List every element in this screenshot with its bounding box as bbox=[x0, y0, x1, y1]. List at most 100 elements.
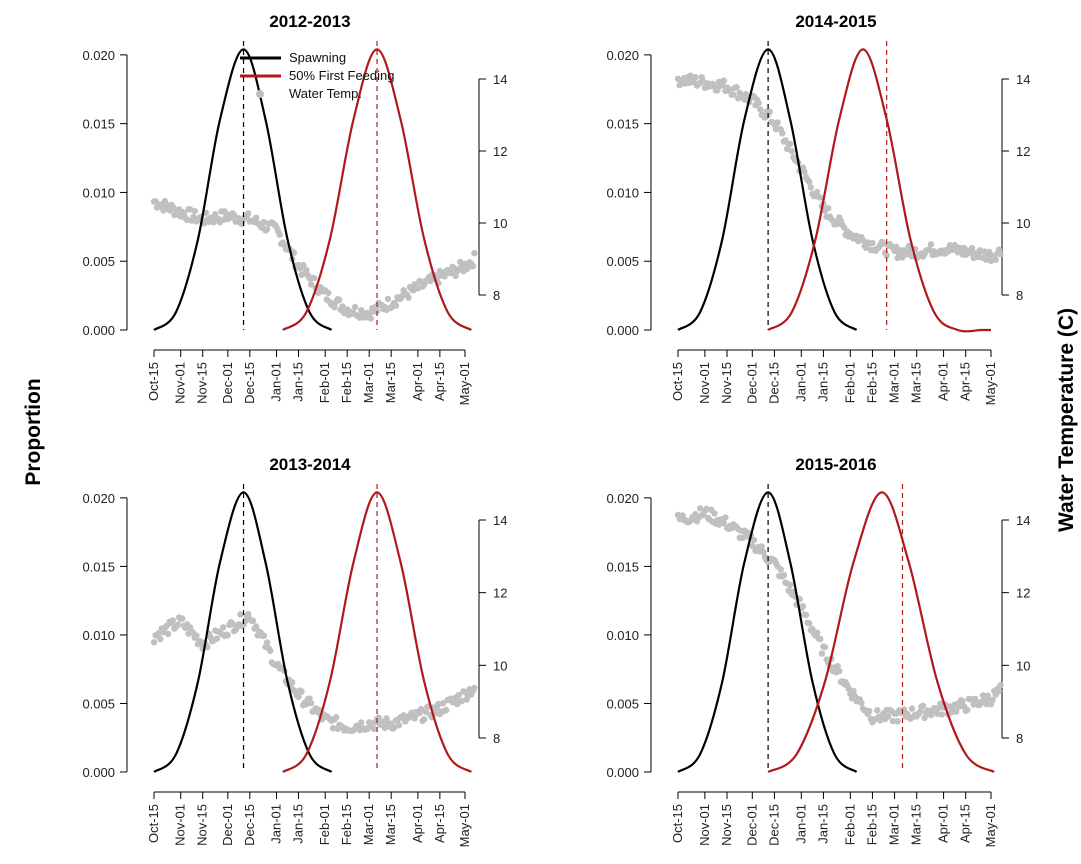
water-temp-point bbox=[441, 273, 448, 280]
water-temp-point bbox=[169, 617, 176, 624]
water-temp-point bbox=[989, 696, 996, 704]
x-tick-label: Nov-15 bbox=[195, 362, 210, 404]
y-tick-label: 0.015 bbox=[606, 117, 639, 132]
water-temp-point bbox=[443, 706, 450, 714]
water-temp-point bbox=[799, 603, 807, 610]
left-axis-title: Proportion bbox=[22, 378, 45, 485]
x-tick-label: Oct-15 bbox=[670, 804, 685, 843]
x-tick-label: Dec-15 bbox=[766, 804, 781, 846]
water-temp-point bbox=[788, 147, 795, 155]
y2-tick-label: 12 bbox=[493, 144, 507, 159]
y2-tick-label: 14 bbox=[1016, 513, 1030, 528]
water-temp-point bbox=[787, 581, 794, 589]
panel-title: 2012-2013 bbox=[269, 12, 350, 31]
water-temp-point bbox=[224, 632, 231, 639]
water-temp-point bbox=[817, 194, 824, 201]
y-tick-label: 0.020 bbox=[606, 48, 639, 63]
water-temp-point bbox=[221, 208, 228, 215]
water-temp-point bbox=[229, 620, 236, 628]
water-temp-point bbox=[889, 717, 897, 725]
water-temp-point bbox=[885, 713, 892, 720]
water-temp-point bbox=[995, 687, 1003, 695]
water-temp-point bbox=[298, 688, 305, 695]
water-temp-point bbox=[395, 722, 403, 729]
water-temp-point bbox=[174, 621, 181, 629]
water-temp-point bbox=[692, 74, 699, 81]
water-temp-point bbox=[967, 249, 974, 257]
water-temp-point bbox=[968, 244, 976, 252]
y2-tick-label: 14 bbox=[1016, 72, 1030, 87]
y-tick-label: 0.000 bbox=[82, 765, 115, 780]
water-temp-point bbox=[405, 294, 412, 301]
water-temp-point bbox=[818, 650, 826, 657]
water-temp-point bbox=[921, 714, 928, 721]
panel-title: 2014-2015 bbox=[795, 12, 876, 31]
x-tick-label: Oct-15 bbox=[146, 362, 161, 401]
y-tick-label: 0.010 bbox=[82, 628, 115, 643]
x-tick-label: Feb-01 bbox=[842, 804, 857, 845]
water-temp-point bbox=[807, 184, 814, 191]
water-temp-point bbox=[964, 706, 971, 714]
x-tick-label: Jan-15 bbox=[815, 804, 830, 844]
water-temp-point bbox=[934, 710, 941, 717]
water-temp-point bbox=[749, 542, 756, 549]
x-tick-label: Oct-15 bbox=[146, 804, 161, 843]
water-temp-point bbox=[384, 295, 392, 303]
water-temp-point bbox=[245, 610, 252, 618]
water-temp-point bbox=[869, 239, 876, 247]
x-tick-label: Dec-01 bbox=[744, 804, 759, 846]
water-temp-point bbox=[821, 643, 829, 651]
x-tick-label: Jan-15 bbox=[291, 362, 306, 402]
x-tick-label: May-01 bbox=[983, 804, 998, 847]
water-temp-point bbox=[696, 505, 704, 512]
x-tick-label: Dec-15 bbox=[242, 804, 257, 846]
x-tick-label: Mar-01 bbox=[361, 362, 376, 403]
water-temp-point bbox=[289, 679, 296, 686]
water-temp-point bbox=[850, 687, 857, 695]
y-tick-label: 0.010 bbox=[606, 628, 639, 643]
y-tick-label: 0.005 bbox=[82, 696, 115, 711]
y2-tick-label: 8 bbox=[493, 288, 500, 303]
water-temp-point bbox=[825, 205, 832, 212]
water-temp-point bbox=[959, 697, 966, 705]
x-tick-label: Mar-15 bbox=[383, 804, 398, 845]
water-temp-point bbox=[157, 635, 164, 643]
x-tick-label: Apr-01 bbox=[936, 804, 951, 843]
water-temp-point bbox=[417, 705, 425, 713]
water-temp-point bbox=[252, 214, 260, 221]
water-temp-point bbox=[447, 269, 455, 277]
water-temp-point bbox=[230, 211, 238, 219]
x-tick-label: Apr-15 bbox=[432, 804, 447, 843]
water-temp-point bbox=[367, 315, 374, 322]
panel-title: 2013-2014 bbox=[269, 455, 351, 474]
legend-swatch-water-temp bbox=[256, 90, 264, 98]
water-temp-point bbox=[806, 178, 813, 185]
x-tick-label: Apr-01 bbox=[936, 362, 951, 401]
water-temp-point bbox=[212, 211, 219, 218]
x-tick-label: Jan-15 bbox=[815, 362, 830, 402]
y-tick-label: 0.000 bbox=[82, 323, 115, 338]
x-tick-label: Feb-15 bbox=[864, 362, 879, 403]
x-tick-label: Nov-01 bbox=[173, 804, 188, 846]
x-tick-label: Feb-01 bbox=[317, 804, 332, 845]
spawning-curve bbox=[153, 491, 333, 773]
water-temp-point bbox=[883, 252, 890, 259]
water-temp-point bbox=[679, 512, 686, 519]
x-tick-label: Mar-15 bbox=[383, 362, 398, 403]
water-temp-point bbox=[439, 700, 447, 707]
water-temp-point bbox=[926, 246, 933, 253]
x-tick-label: Mar-01 bbox=[887, 804, 902, 845]
legend-label-first-feeding: 50% First Feeding bbox=[289, 68, 395, 83]
x-tick-label: Apr-15 bbox=[432, 362, 447, 401]
water-temp-point bbox=[276, 231, 283, 238]
right-axis-title: Water Temperature (C) bbox=[1055, 308, 1078, 532]
x-tick-label: Feb-15 bbox=[339, 804, 354, 845]
y2-tick-label: 10 bbox=[493, 216, 507, 231]
water-temp-point bbox=[290, 249, 297, 256]
y2-tick-label: 10 bbox=[1016, 216, 1030, 231]
water-temp-point bbox=[333, 714, 340, 721]
water-temp-point bbox=[249, 617, 257, 624]
water-temp-point bbox=[435, 700, 442, 708]
water-temp-point bbox=[766, 108, 773, 115]
